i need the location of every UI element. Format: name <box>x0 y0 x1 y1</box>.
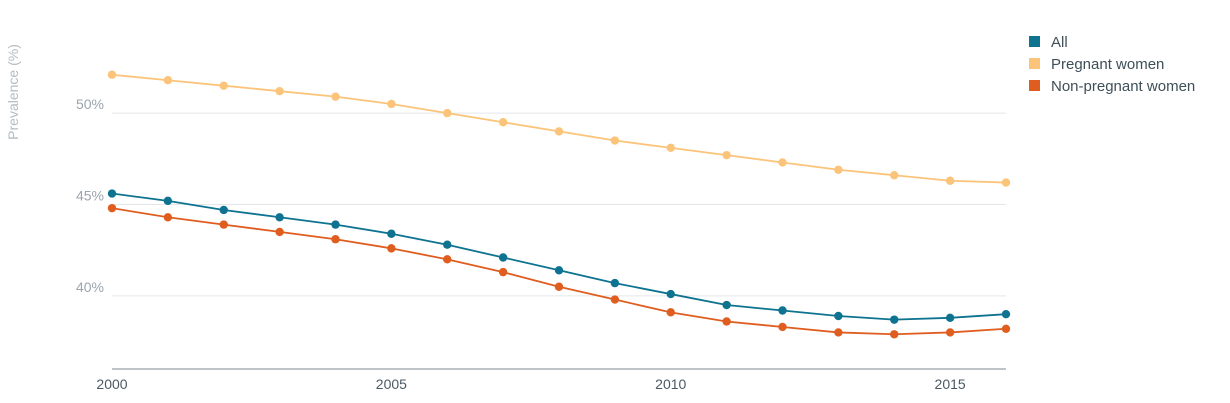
gridlines <box>112 112 1006 297</box>
data-point[interactable] <box>387 244 396 253</box>
data-point[interactable] <box>219 220 228 229</box>
data-point[interactable] <box>554 127 564 136</box>
data-point[interactable] <box>945 176 955 185</box>
data-point[interactable] <box>219 81 228 90</box>
axes: 40% 45% 50% 2000 2005 2010 2015 <box>76 96 1006 392</box>
data-point[interactable] <box>890 315 899 324</box>
data-point[interactable] <box>834 165 843 174</box>
data-point[interactable] <box>387 229 396 238</box>
data-point[interactable] <box>163 196 173 206</box>
data-point[interactable] <box>498 253 508 262</box>
legend-swatch <box>1029 58 1040 69</box>
data-point[interactable] <box>163 213 173 222</box>
x-tick-label: 2000 <box>96 376 127 392</box>
data-point[interactable] <box>443 255 452 264</box>
data-point[interactable] <box>443 240 452 249</box>
y-tick-label: 45% <box>76 188 104 204</box>
data-point[interactable] <box>778 158 787 167</box>
legend-label: Non-pregnant women <box>1051 78 1195 95</box>
data-point[interactable] <box>275 227 284 237</box>
data-point[interactable] <box>890 171 899 180</box>
series-non-pregnant-women <box>107 203 1011 339</box>
data-point[interactable] <box>275 213 284 222</box>
legend-swatch <box>1029 36 1040 47</box>
legend: All Pregnant women Non-pregnant women <box>1029 34 1195 95</box>
series-line <box>111 192 1007 321</box>
data-point[interactable] <box>554 266 564 275</box>
legend-swatch <box>1029 80 1040 91</box>
data-point[interactable] <box>498 118 508 127</box>
series-pregnant-women <box>107 70 1011 187</box>
legend-item[interactable]: Pregnant women <box>1029 56 1164 73</box>
data-point[interactable] <box>331 235 340 244</box>
data-point[interactable] <box>778 306 787 315</box>
data-point[interactable] <box>610 278 620 288</box>
data-point[interactable] <box>107 203 117 213</box>
data-point[interactable] <box>331 220 340 229</box>
y-tick-label: 50% <box>76 96 104 112</box>
data-point[interactable] <box>834 311 843 321</box>
data-point[interactable] <box>945 328 955 337</box>
y-tick-label: 40% <box>76 279 104 295</box>
legend-label: Pregnant women <box>1051 56 1164 73</box>
x-tick-label: 2005 <box>376 376 407 392</box>
data-point[interactable] <box>107 189 117 198</box>
data-point[interactable] <box>666 308 675 317</box>
data-point[interactable] <box>331 92 340 101</box>
data-point[interactable] <box>722 150 731 160</box>
data-point[interactable] <box>666 143 675 153</box>
data-point[interactable] <box>945 313 955 323</box>
data-point[interactable] <box>387 99 396 109</box>
data-point[interactable] <box>275 86 284 96</box>
data-point[interactable] <box>107 70 117 79</box>
data-point[interactable] <box>554 282 564 291</box>
data-point[interactable] <box>163 76 173 85</box>
data-point[interactable] <box>778 322 787 332</box>
x-tick-label: 2010 <box>655 376 686 392</box>
data-point[interactable] <box>610 295 620 304</box>
legend-item[interactable]: Non-pregnant women <box>1029 78 1195 95</box>
series-group <box>107 70 1011 339</box>
data-point[interactable] <box>1001 309 1011 319</box>
data-point[interactable] <box>834 328 843 337</box>
data-point[interactable] <box>722 300 731 310</box>
legend-label: All <box>1051 34 1068 51</box>
x-tick-label: 2015 <box>935 376 966 392</box>
data-point[interactable] <box>443 108 452 118</box>
data-point[interactable] <box>722 317 731 326</box>
data-point[interactable] <box>219 205 228 215</box>
data-point[interactable] <box>890 330 899 339</box>
data-point[interactable] <box>1001 324 1011 333</box>
data-point[interactable] <box>610 136 620 145</box>
legend-item[interactable]: All <box>1029 34 1068 51</box>
data-point[interactable] <box>666 289 675 299</box>
series-all <box>107 189 1011 324</box>
data-point[interactable] <box>1001 178 1011 187</box>
data-point[interactable] <box>498 267 508 277</box>
y-axis-label: Prevalence (%) <box>5 44 21 140</box>
